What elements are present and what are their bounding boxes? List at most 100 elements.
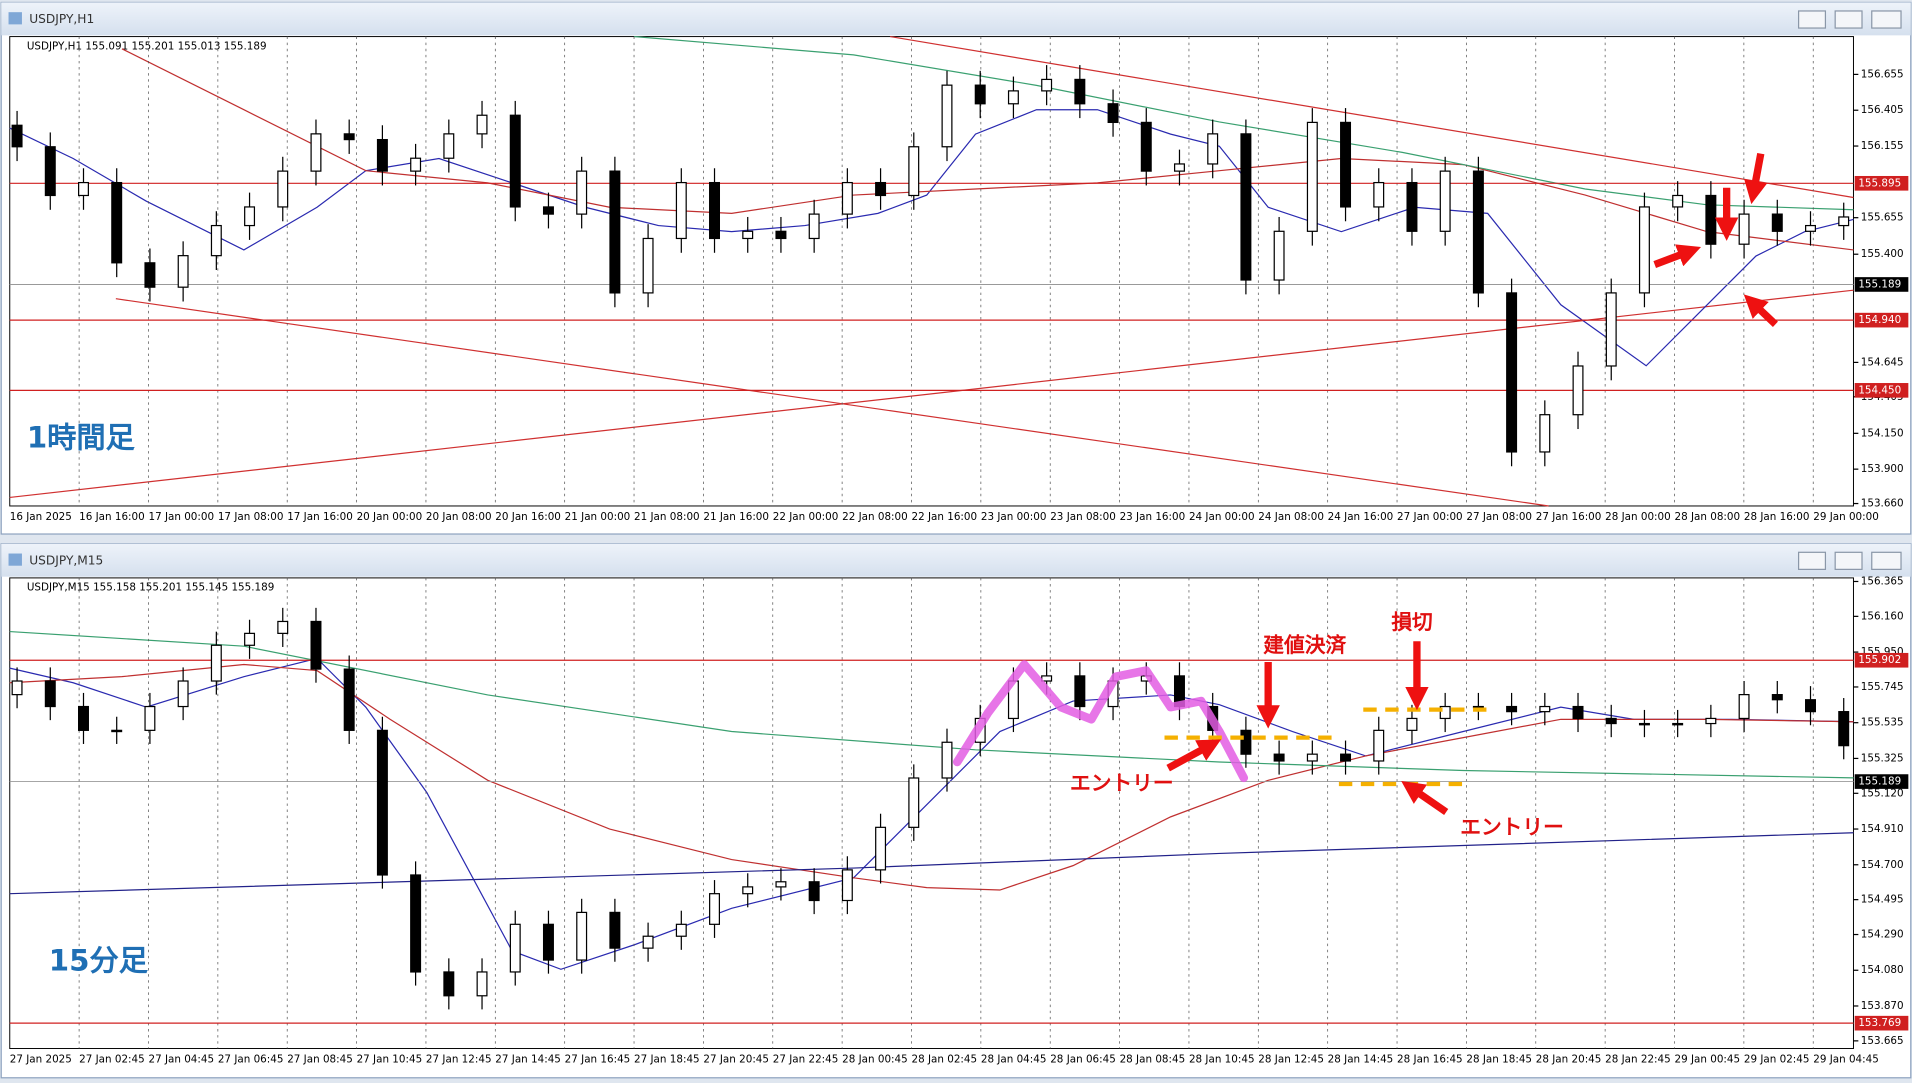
- candle-body: [410, 157, 422, 172]
- candle-body: [144, 262, 156, 288]
- x-tick-label: 17 Jan 00:00: [148, 511, 214, 523]
- x-tick-label: 28 Jan 22:45: [1605, 1053, 1671, 1065]
- candle-body: [509, 923, 521, 973]
- candle-body: [1705, 194, 1717, 245]
- x-tick-label: 22 Jan 00:00: [773, 511, 839, 523]
- minimize-button[interactable]: [1797, 551, 1827, 570]
- y-tick-label: 156.160: [1861, 610, 1904, 622]
- candle-body: [1306, 753, 1318, 762]
- x-tick-label: 28 Jan 04:45: [981, 1053, 1047, 1065]
- candle-body: [1439, 170, 1451, 232]
- candle-body: [244, 632, 256, 646]
- plot-frame: [9, 577, 1854, 1050]
- x-tick-label: 21 Jan 16:00: [703, 511, 769, 523]
- candle-body: [343, 668, 355, 731]
- x-tick-label: 28 Jan 00:45: [842, 1053, 908, 1065]
- candle-body: [476, 114, 488, 135]
- x-tick-label: 27 Jan 18:45: [634, 1053, 700, 1065]
- candle-body: [11, 680, 23, 696]
- price-tag-label: 155.189: [1858, 278, 1901, 290]
- candle-body: [709, 181, 721, 240]
- candle-body: [1672, 722, 1684, 726]
- candle-body: [775, 230, 787, 240]
- y-tick-label: 155.325: [1861, 752, 1904, 764]
- candle-body: [277, 620, 289, 634]
- candle-body: [1738, 213, 1750, 245]
- candle-body: [1771, 694, 1783, 701]
- arrow: [1401, 780, 1449, 816]
- x-tick-label: 20 Jan 00:00: [357, 511, 423, 523]
- candle-body: [443, 971, 455, 997]
- y-tick-label: 154.645: [1861, 356, 1904, 368]
- x-tick-label: 16 Jan 16:00: [79, 511, 145, 523]
- minimize-button[interactable]: [1797, 10, 1827, 29]
- x-tick-label: 21 Jan 08:00: [634, 511, 700, 523]
- candle-body: [841, 869, 853, 902]
- candle-body: [177, 680, 189, 708]
- x-tick-label: 27 Jan 04:45: [148, 1053, 214, 1065]
- price-tag-label: 155.895: [1858, 177, 1901, 189]
- y-tick-label: 156.155: [1861, 140, 1904, 152]
- candle-body: [1638, 206, 1650, 294]
- candle-body: [875, 826, 887, 871]
- moving-average: [121, 48, 1854, 251]
- x-tick-label: 22 Jan 08:00: [842, 511, 908, 523]
- candle-body: [111, 181, 123, 264]
- candle-body: [642, 237, 654, 294]
- candle-body: [210, 224, 222, 257]
- x-tick-label: 24 Jan 08:00: [1258, 511, 1324, 523]
- candle-body: [277, 170, 289, 208]
- candle-body: [177, 255, 189, 288]
- x-tick-label: 27 Jan 20:45: [703, 1053, 769, 1065]
- candle-body: [1107, 103, 1119, 124]
- candle-body: [1406, 717, 1418, 731]
- x-tick-label: 27 Jan 08:00: [1466, 511, 1532, 523]
- candle-body: [974, 84, 986, 105]
- y-tick-label: 154.080: [1861, 964, 1904, 976]
- arrow: [1743, 294, 1778, 327]
- candle-body: [1140, 121, 1152, 172]
- candle-body: [410, 874, 422, 973]
- x-tick-label: 23 Jan 16:00: [1120, 511, 1186, 523]
- y-tick-label: 155.400: [1861, 248, 1904, 260]
- maximize-button[interactable]: [1834, 551, 1863, 570]
- candle-body: [1173, 163, 1185, 172]
- candle-body: [1572, 365, 1584, 416]
- close-button[interactable]: [1871, 551, 1902, 570]
- y-tick-label: 156.655: [1861, 68, 1904, 80]
- close-button[interactable]: [1871, 10, 1902, 29]
- candle-body: [642, 935, 654, 949]
- candle-body: [609, 911, 621, 949]
- y-tick-label: 154.910: [1861, 823, 1904, 835]
- chart-marks: 16 Jan 2025 16 Jan 16:00 17 Jan 00:00 17 Ja…: [9, 36, 1909, 523]
- candle-body: [675, 181, 687, 240]
- moving-average: [9, 657, 1854, 970]
- trend-line: [890, 35, 1854, 199]
- price-tag: [1854, 1015, 1909, 1031]
- candle-body: [1638, 722, 1650, 726]
- candle-body: [742, 230, 754, 240]
- y-tick-label: 155.535: [1861, 717, 1904, 729]
- price-tag-label: 153.769: [1858, 1017, 1901, 1029]
- maximize-button[interactable]: [1834, 10, 1863, 29]
- x-tick-label: 23 Jan 00:00: [981, 511, 1047, 523]
- x-tick-label: 27 Jan 12:45: [426, 1053, 492, 1065]
- x-tick-label: 16 Jan 2025: [10, 511, 72, 523]
- x-tick-label: 17 Jan 08:00: [218, 511, 284, 523]
- chart-header: USDJPY,H1 155.091 155.201 155.013 155.18…: [27, 40, 267, 52]
- window-m15: USDJPY,M15 USDJPY,M15 155.158 155.201 15…: [0, 543, 1912, 1079]
- candle-body: [376, 138, 388, 172]
- candle-body: [675, 923, 687, 937]
- x-tick-label: 20 Jan 08:00: [426, 511, 492, 523]
- x-tick-label: 27 Jan 10:45: [357, 1053, 423, 1065]
- candle-body: [1340, 753, 1352, 762]
- candle-body: [310, 133, 322, 172]
- timeframe-label: 1時間足: [27, 420, 136, 454]
- candle-body: [1240, 133, 1252, 281]
- candle-body: [244, 206, 256, 227]
- x-tick-label: 28 Jan 00:00: [1605, 511, 1671, 523]
- x-tick-label: 27 Jan 16:45: [565, 1053, 631, 1065]
- candle-body: [875, 181, 887, 197]
- candle-body: [44, 146, 56, 197]
- x-tick-label: 28 Jan 02:45: [911, 1053, 977, 1065]
